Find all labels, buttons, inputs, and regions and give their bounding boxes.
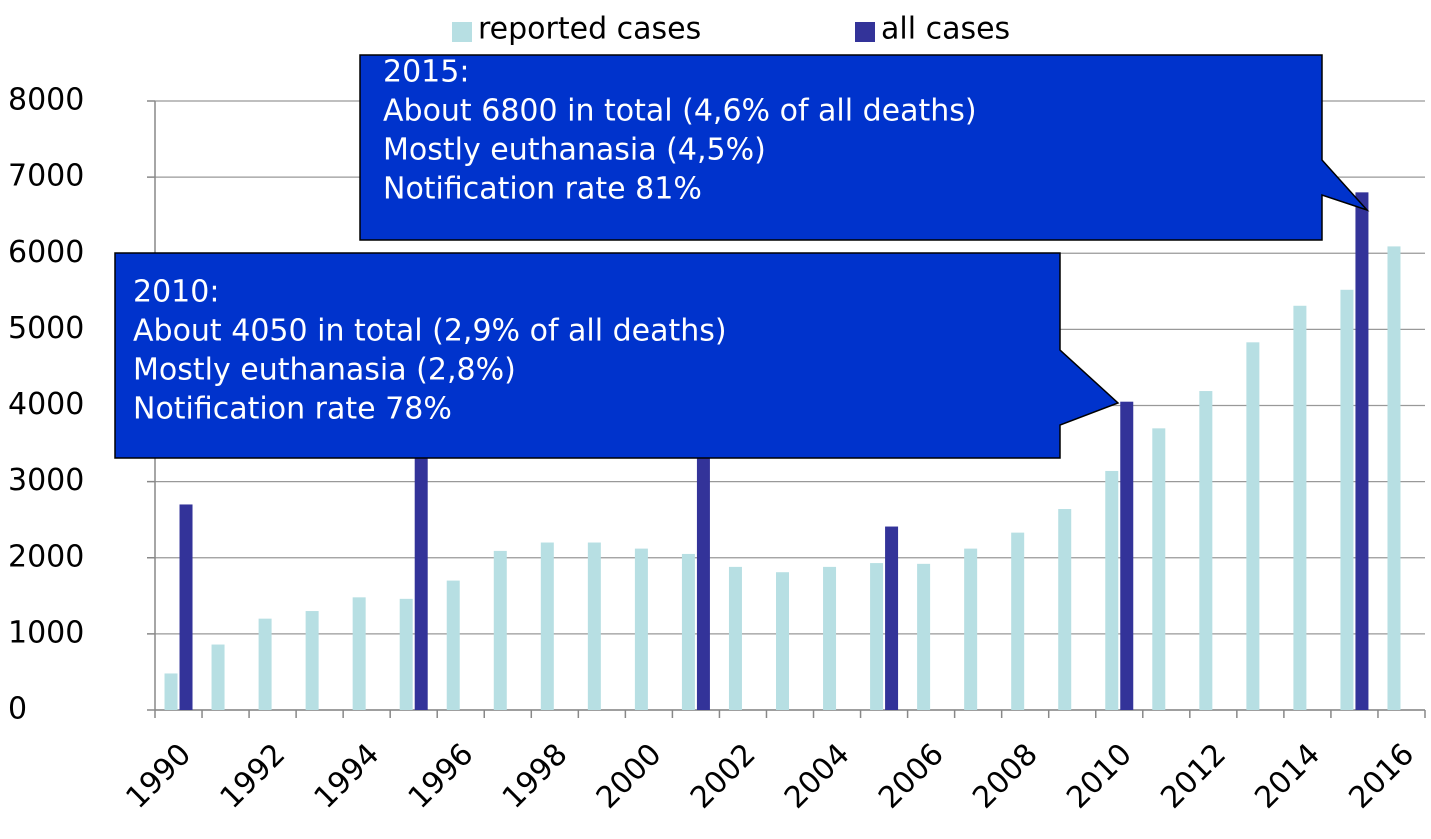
x-tick-label: 2008 (966, 737, 1045, 816)
bar (352, 597, 366, 710)
bar (1355, 192, 1369, 711)
bar (305, 611, 319, 710)
annotation-text: About 6800 in total (4,6% of all deaths) (383, 94, 977, 129)
bar (964, 548, 978, 710)
x-tick-label: 1996 (402, 737, 481, 816)
annotation-text: Notification rate 78% (133, 392, 452, 427)
annotation-text: Mostly euthanasia (2,8%) (133, 353, 516, 388)
bar (179, 504, 193, 710)
bar (696, 420, 710, 710)
bar (1340, 289, 1354, 710)
bar (258, 618, 272, 710)
x-tick-label: 1998 (496, 737, 575, 816)
callout-box (359, 54, 1370, 241)
annotation-text: Mostly euthanasia (4,5%) (383, 133, 766, 168)
y-tick-label: 4000 (8, 387, 84, 422)
y-tick-label: 3000 (8, 463, 84, 498)
bar (399, 598, 413, 710)
bar (681, 553, 695, 710)
x-tick-label: 1992 (214, 737, 293, 816)
bar (493, 550, 507, 710)
y-tick-label: 7000 (8, 159, 84, 194)
y-tick-label: 6000 (8, 235, 84, 270)
bar (823, 566, 837, 710)
legend-label: reported cases (478, 12, 701, 47)
legend-swatch (855, 22, 875, 42)
legend-swatch (452, 22, 472, 42)
bar (540, 542, 554, 710)
annotation-text: 2015: (383, 55, 469, 90)
annotations: 2015: About 6800 in total (4,6% of all de… (114, 54, 1370, 459)
x-tick-label: 2014 (1248, 737, 1327, 816)
bar (414, 435, 428, 710)
x-tick-label: 1990 (119, 737, 198, 816)
bar (1120, 401, 1134, 710)
bar (776, 572, 789, 710)
x-tick-label: 2006 (872, 737, 951, 816)
bar (446, 580, 460, 710)
x-tick-label: 2012 (1154, 737, 1233, 816)
bar (1152, 428, 1166, 710)
annotation-text: About 4050 in total (2,9% of all deaths) (133, 314, 727, 349)
callout-box (114, 252, 1120, 459)
bar (1387, 246, 1401, 710)
bar (164, 673, 178, 710)
x-tick-label: 2002 (684, 737, 763, 816)
bar (728, 566, 742, 710)
bar (1293, 305, 1307, 710)
x-tick-label: 1994 (308, 737, 387, 816)
bar (587, 542, 601, 710)
bar (1199, 391, 1213, 710)
bar (870, 563, 884, 710)
annotation-text: 2010: (133, 275, 219, 310)
bar (634, 548, 648, 710)
bar (917, 563, 931, 710)
legend-label: all cases (881, 12, 1010, 47)
y-tick-label: 2000 (8, 539, 84, 574)
y-tick-label: 0 (8, 692, 27, 727)
y-tick-label: 8000 (8, 83, 84, 118)
bar (1058, 509, 1072, 710)
x-tick-label: 2000 (590, 737, 669, 816)
bar (885, 526, 899, 710)
bar (1246, 342, 1260, 710)
x-tick-label: 2010 (1060, 737, 1139, 816)
bar (211, 644, 225, 710)
bar (1105, 470, 1119, 710)
x-tick-label: 2016 (1342, 737, 1421, 816)
y-tick-label: 5000 (8, 311, 84, 346)
annotation-text: Notification rate 81% (383, 172, 702, 207)
bar (1011, 532, 1025, 710)
y-tick-label: 1000 (8, 615, 84, 650)
x-tick-label: 2004 (778, 737, 857, 816)
